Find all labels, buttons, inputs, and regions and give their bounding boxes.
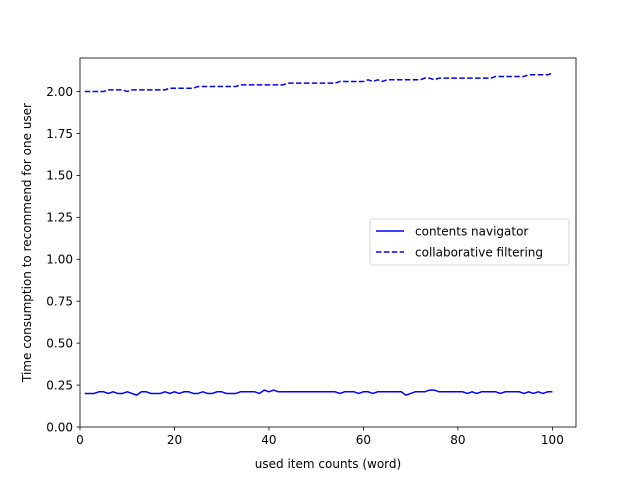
y-tick-label: 0.75 [46,295,73,309]
y-tick-label: 0.25 [46,378,73,392]
legend-label: contents navigator [415,224,528,238]
x-tick-label: 40 [261,433,276,447]
y-tick-label: 0.00 [46,420,73,434]
y-tick-label: 1.50 [46,169,73,183]
y-axis-label: Time consumption to recommend for one us… [20,103,34,383]
y-tick-label: 1.25 [46,211,73,225]
x-tick-label: 20 [167,433,182,447]
x-tick-label: 100 [541,433,564,447]
y-tick-label: 0.50 [46,336,73,350]
y-tick-label: 1.00 [46,253,73,267]
legend-label: collaborative filtering [415,245,543,259]
x-tick-label: 60 [356,433,371,447]
y-tick-label: 1.75 [46,127,73,141]
x-tick-label: 80 [450,433,465,447]
x-tick-label: 0 [76,433,84,447]
y-tick-label: 2.00 [46,85,73,99]
x-axis-label: used item counts (word) [255,457,401,471]
legend: contents navigator collaborative filterin… [370,219,569,265]
